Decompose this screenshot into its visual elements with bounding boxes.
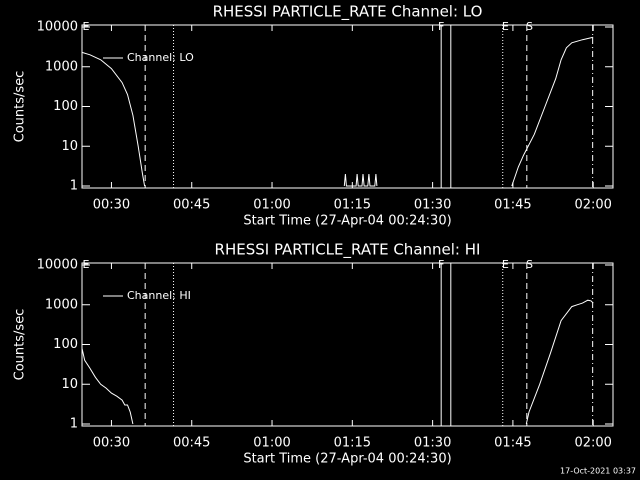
- x-tick-label: 01:45: [494, 436, 531, 451]
- legend-label: Channel: LO: [127, 51, 194, 64]
- flag-label: E: [83, 258, 90, 271]
- data-line: [525, 299, 594, 425]
- data-line: [343, 173, 378, 187]
- y-axis-label: Counts/sec: [13, 309, 28, 381]
- y-tick-label: 1000: [45, 59, 78, 74]
- chart-title: RHESSI PARTICLE_RATE Channel: HI: [215, 241, 481, 260]
- y-tick-label: 10000: [37, 20, 78, 35]
- x-tick-label: 01:15: [334, 198, 371, 213]
- data-line: [81, 51, 146, 187]
- x-axis-label: Start Time (27-Apr-04 00:24:30): [243, 452, 451, 467]
- x-axis-label: Start Time (27-Apr-04 00:24:30): [243, 214, 451, 229]
- x-tick-label: 01:00: [253, 436, 290, 451]
- x-tick-label: 01:30: [414, 436, 451, 451]
- y-tick-label: 100: [53, 337, 78, 352]
- x-tick-label: 02:00: [574, 198, 611, 213]
- legend-label: Channel: HI: [127, 289, 191, 302]
- y-tick-label: 1: [70, 417, 78, 432]
- data-line: [511, 36, 594, 187]
- flag-label: F: [438, 258, 444, 271]
- x-tick-label: 00:45: [173, 436, 210, 451]
- x-tick-label: 00:30: [93, 198, 130, 213]
- x-tick-label: 01:45: [494, 198, 531, 213]
- x-tick-label: 00:30: [93, 436, 130, 451]
- flag-label: S: [526, 258, 533, 271]
- flag-label: S: [526, 20, 533, 33]
- y-tick-label: 10: [61, 139, 78, 154]
- y-tick-label: 10000: [37, 258, 78, 273]
- y-axis-label: Counts/sec: [13, 71, 28, 143]
- data-line: [81, 348, 134, 425]
- flag-label: F: [438, 20, 444, 33]
- flag-label: E: [502, 258, 509, 271]
- x-tick-label: 02:00: [574, 436, 611, 451]
- x-tick-label: 01:30: [414, 198, 451, 213]
- x-tick-label: 01:15: [334, 436, 371, 451]
- y-tick-label: 10: [61, 377, 78, 392]
- flag-label: E: [502, 20, 509, 33]
- y-tick-label: 100: [53, 99, 78, 114]
- x-tick-label: 00:45: [173, 198, 210, 213]
- x-tick-label: 01:00: [253, 198, 290, 213]
- flag-label: E: [83, 20, 90, 33]
- y-tick-label: 1000: [45, 297, 78, 312]
- footer: 17-Oct-2021 03:37: [560, 467, 636, 476]
- chart-title: RHESSI PARTICLE_RATE Channel: LO: [213, 3, 483, 22]
- y-tick-label: 1: [70, 179, 78, 194]
- plot-frame: [81, 24, 614, 189]
